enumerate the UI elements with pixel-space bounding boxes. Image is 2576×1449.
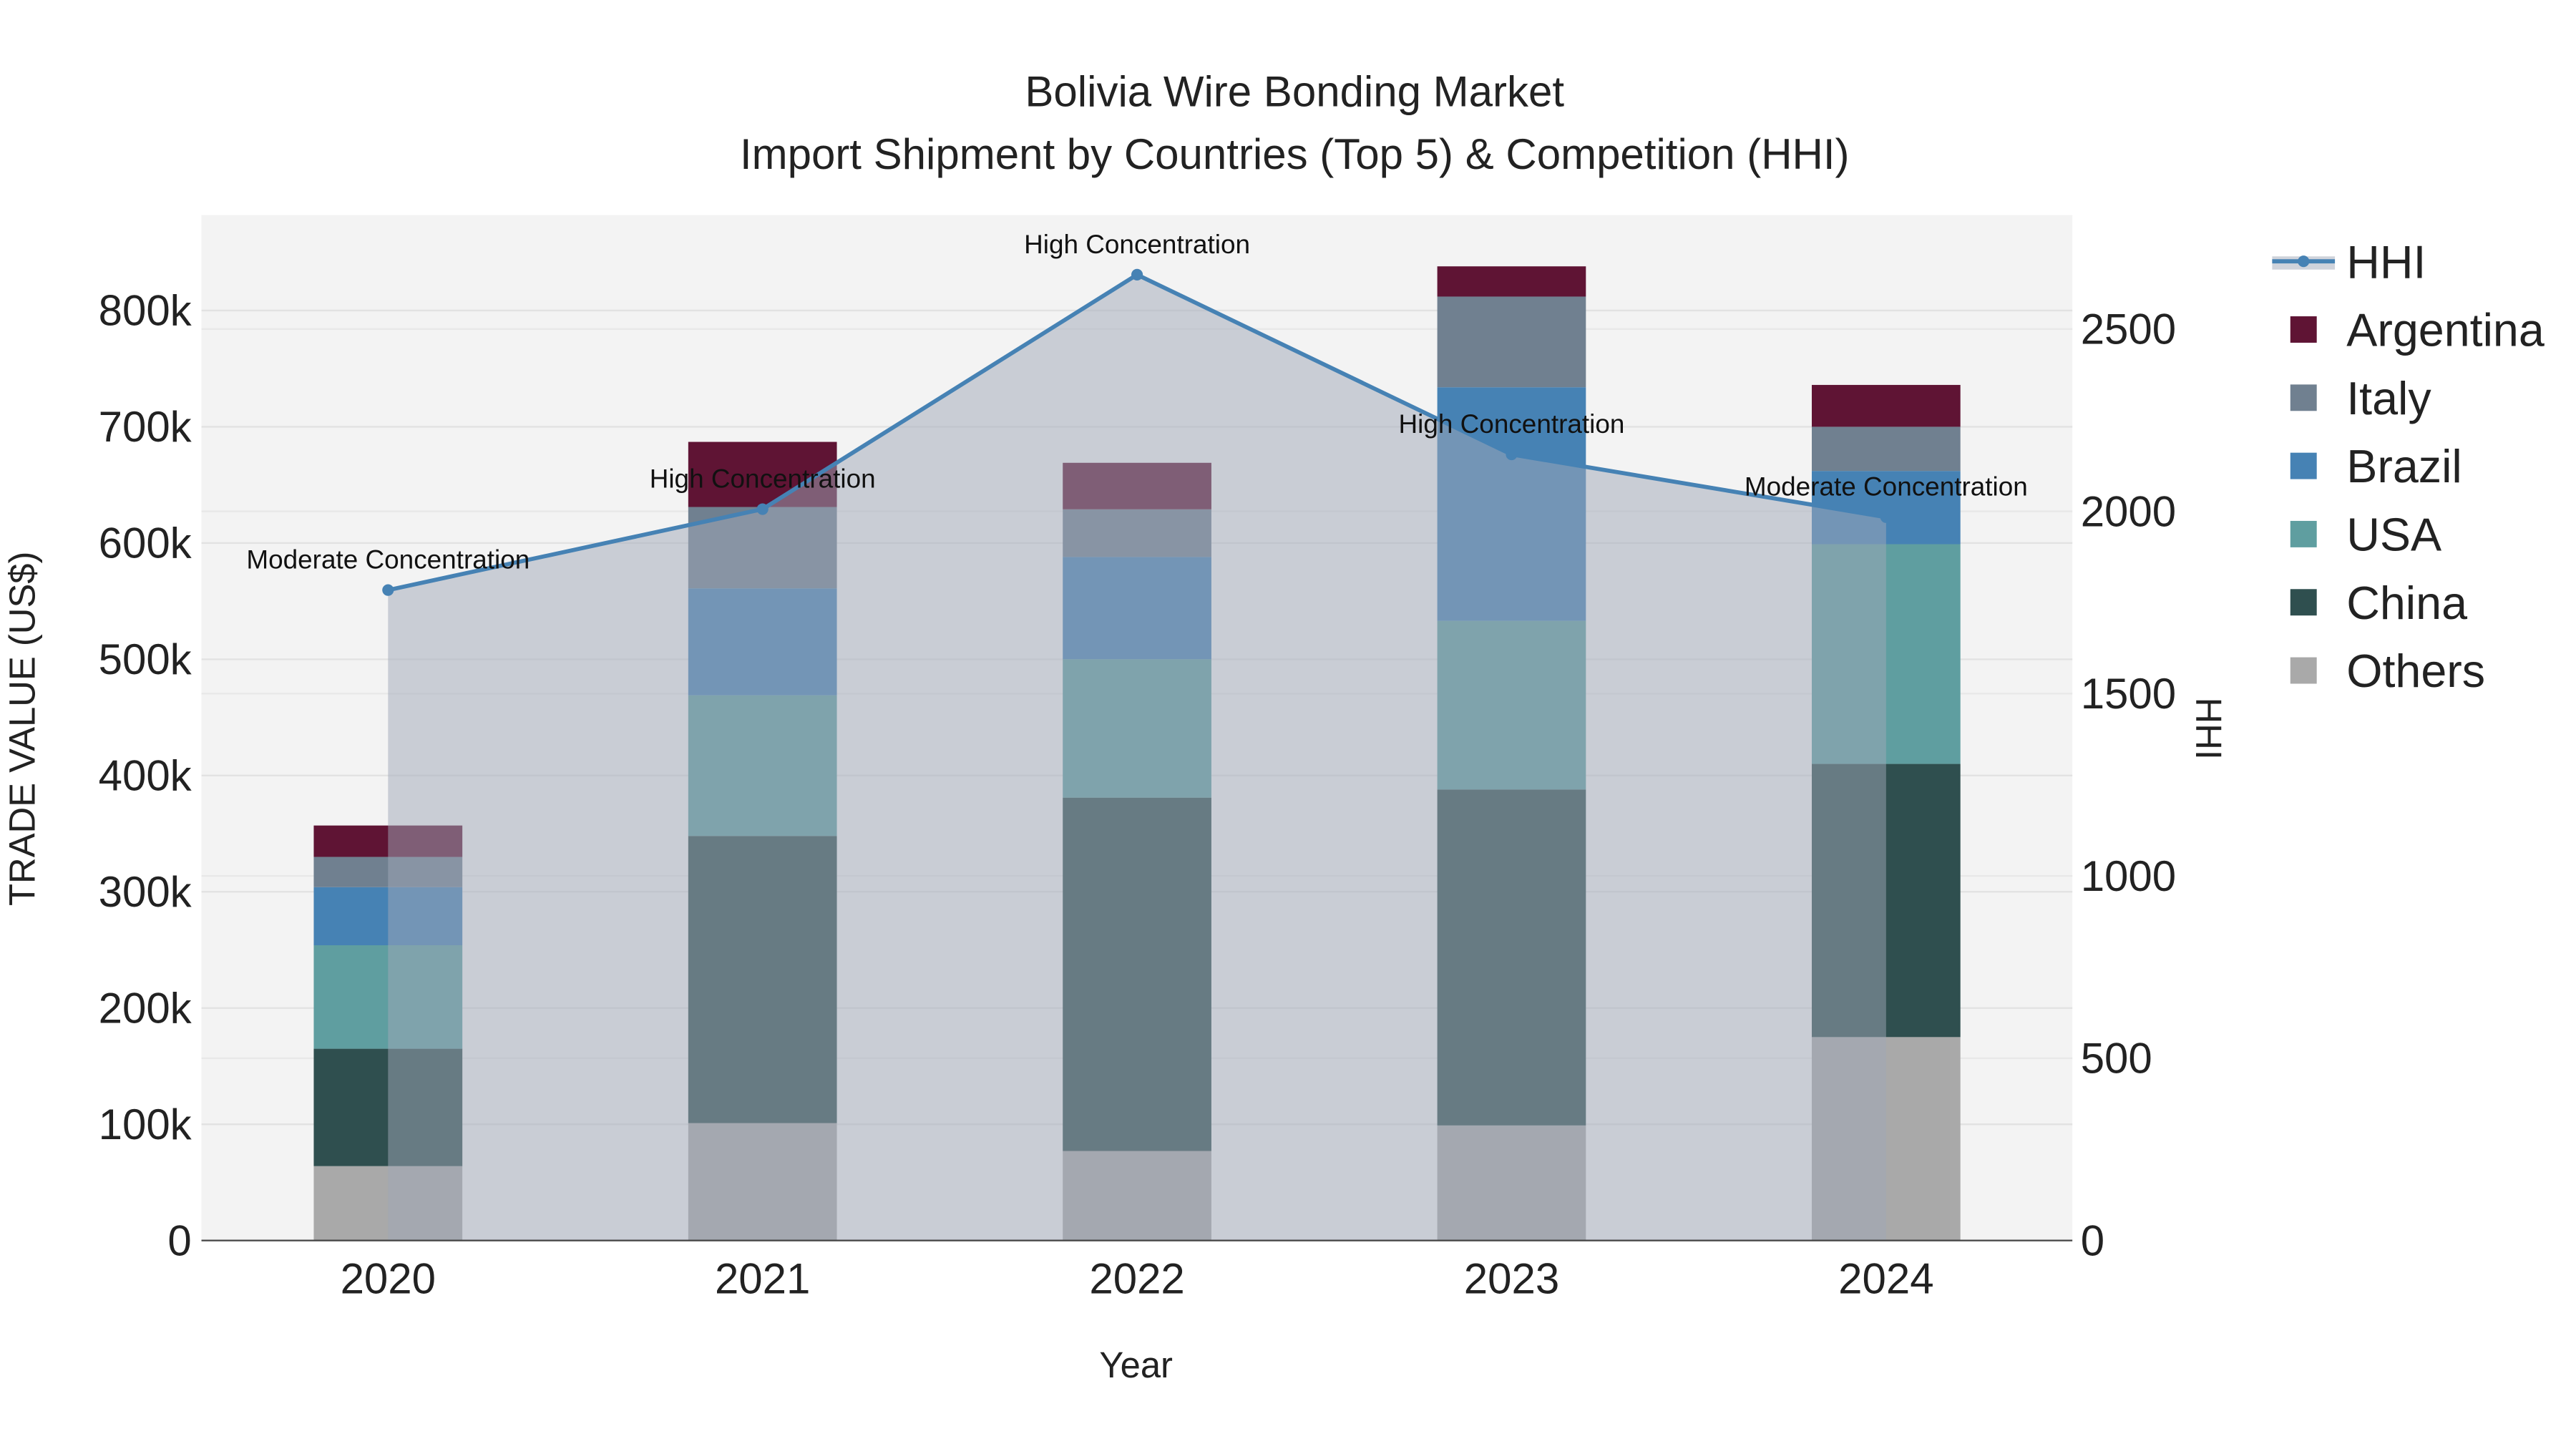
legend-item-brazil[interactable]: Brazil bbox=[2346, 441, 2462, 492]
y2-tick-label: 0 bbox=[2081, 1216, 2104, 1264]
y-tick-label: 600k bbox=[99, 519, 192, 567]
y-tick-label: 500k bbox=[99, 635, 192, 683]
x-tick-label: 2024 bbox=[1838, 1255, 1933, 1303]
bar-argentina-2024 bbox=[1812, 384, 1961, 427]
y-tick-label: 200k bbox=[99, 985, 192, 1033]
legend-swatch-italy bbox=[2290, 384, 2317, 411]
x-tick-label: 2022 bbox=[1089, 1255, 1184, 1303]
y-tick-label: 0 bbox=[167, 1216, 191, 1264]
hhi-area bbox=[388, 274, 1886, 1241]
y-tick-label: 700k bbox=[99, 403, 192, 451]
chart-title: Bolivia Wire Bonding Market bbox=[1025, 67, 1564, 115]
legend-item-china[interactable]: China bbox=[2346, 577, 2467, 629]
hhi-annotation: Moderate Concentration bbox=[246, 545, 530, 575]
bar-argentina-2023 bbox=[1437, 266, 1586, 297]
legend-item-others[interactable]: Others bbox=[2346, 645, 2485, 697]
hhi-point-2023 bbox=[1506, 449, 1518, 461]
x-tick-label: 2021 bbox=[715, 1255, 810, 1303]
y-tick-label: 800k bbox=[99, 287, 192, 335]
y2-tick-label: 1000 bbox=[2081, 852, 2176, 900]
legend-item-italy[interactable]: Italy bbox=[2346, 373, 2431, 424]
legend-marker-hhi bbox=[2298, 255, 2310, 268]
hhi-annotation: Moderate Concentration bbox=[1745, 472, 2028, 502]
bar-italy-2024 bbox=[1812, 426, 1961, 472]
x-axis-label: Year bbox=[1099, 1345, 1173, 1385]
chart-subtitle: Import Shipment by Countries (Top 5) & C… bbox=[740, 130, 1850, 178]
y-axis-label: TRADE VALUE (US$) bbox=[1, 552, 42, 906]
legend-swatch-argentina bbox=[2290, 316, 2317, 343]
legend-swatch-brazil bbox=[2290, 452, 2317, 479]
y-tick-label: 300k bbox=[99, 868, 192, 916]
legend-swatch-china bbox=[2290, 589, 2317, 616]
y2-tick-label: 2000 bbox=[2081, 487, 2176, 535]
hhi-point-2022 bbox=[1131, 268, 1143, 280]
hhi-annotation: High Concentration bbox=[1398, 409, 1624, 439]
legend-item-usa[interactable]: USA bbox=[2346, 509, 2441, 561]
hhi-annotation: High Concentration bbox=[1024, 230, 1250, 259]
x-tick-label: 2020 bbox=[341, 1255, 436, 1303]
y2-tick-label: 500 bbox=[2081, 1035, 2152, 1083]
y-tick-label: 100k bbox=[99, 1101, 192, 1148]
legend-item-argentina[interactable]: Argentina bbox=[2346, 305, 2545, 356]
legend-item-hhi[interactable]: HHI bbox=[2346, 236, 2426, 288]
hhi-point-2021 bbox=[756, 503, 769, 515]
y2-tick-label: 1500 bbox=[2081, 670, 2176, 718]
y2-axis-label: HHI bbox=[2188, 698, 2229, 760]
hhi-point-2024 bbox=[1880, 511, 1892, 523]
hhi-point-2020 bbox=[382, 584, 394, 596]
legend-swatch-others bbox=[2290, 657, 2317, 684]
y2-tick-label: 2500 bbox=[2081, 306, 2176, 353]
x-tick-label: 2023 bbox=[1464, 1255, 1559, 1303]
legend-swatch-usa bbox=[2290, 520, 2317, 547]
hhi-annotation: High Concentration bbox=[650, 464, 876, 494]
y-tick-label: 400k bbox=[99, 752, 192, 800]
bar-italy-2023 bbox=[1437, 296, 1586, 388]
